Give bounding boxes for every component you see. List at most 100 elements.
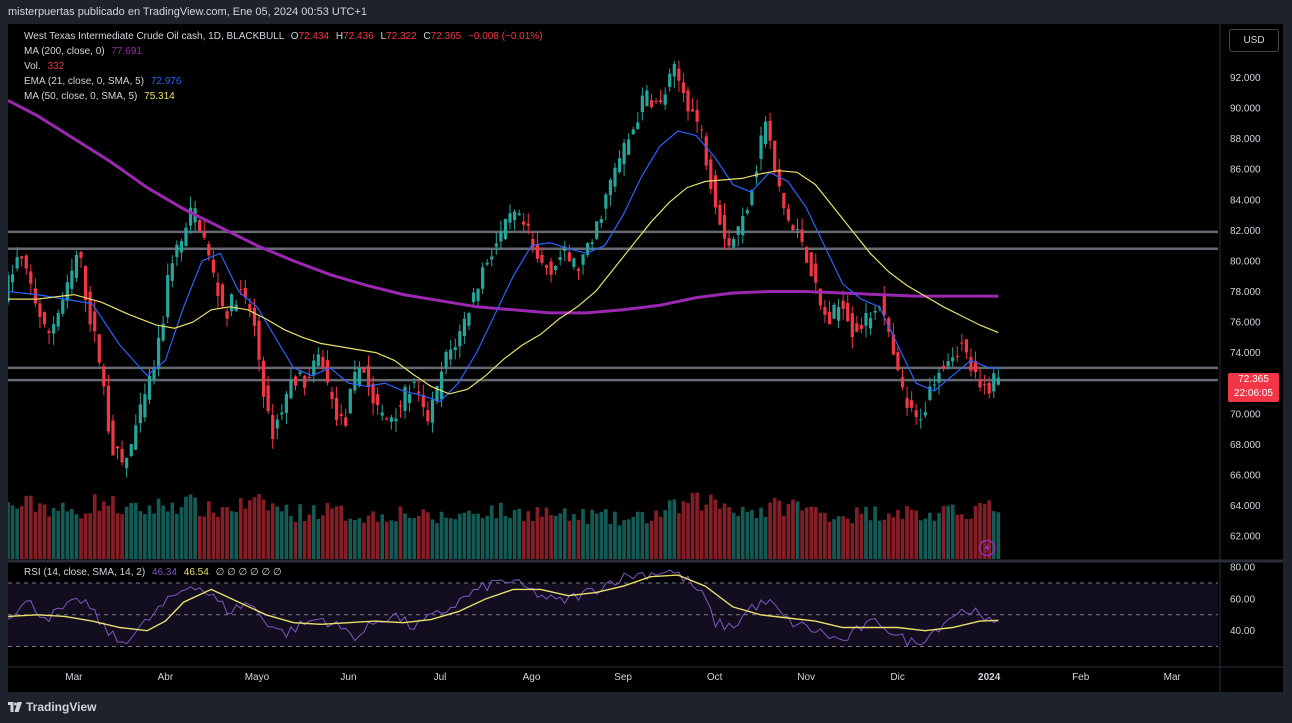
candle-body	[476, 288, 480, 301]
volume-bar	[348, 518, 353, 559]
volume-bar	[813, 507, 818, 559]
volume-bar	[973, 505, 978, 559]
ma-line-2	[8, 170, 999, 395]
volume-bar	[526, 511, 531, 559]
candle-body	[727, 238, 731, 246]
ema21-value: 72.976	[150, 76, 182, 87]
volume-bar	[791, 499, 795, 559]
price-chart[interactable]: 94.00092.00090.00088.00086.00084.00082.0…	[8, 24, 1283, 692]
volume-bar	[836, 516, 841, 559]
volume-bar	[353, 520, 357, 559]
time-tick-label: Feb	[1072, 672, 1090, 683]
volume-bar	[708, 494, 713, 559]
volume-bar	[19, 506, 24, 559]
candle-body	[540, 254, 544, 263]
volume-bar	[855, 507, 859, 559]
candle-body	[654, 101, 658, 103]
volume-bar	[357, 518, 362, 559]
tradingview-brand[interactable]: TradingView	[8, 700, 96, 714]
volume-bar	[850, 523, 855, 559]
candle-body	[891, 334, 895, 355]
volume-bar	[681, 501, 686, 559]
volume-bar	[722, 503, 727, 559]
candle-body	[458, 331, 462, 347]
price-tick-label: 90.000	[1230, 104, 1261, 115]
volume-bar	[216, 516, 220, 559]
volume-bar	[508, 517, 512, 559]
candle-body	[627, 139, 631, 155]
candle-body	[471, 292, 476, 303]
volume-bar	[394, 521, 398, 559]
volume-bar	[430, 519, 435, 559]
volume-bar	[476, 513, 480, 559]
legend-ma200[interactable]: MA (200, close, 0) 77.691	[24, 46, 142, 57]
time-tick-label: Mar	[65, 672, 83, 683]
candle-body	[230, 294, 234, 312]
candle-body	[823, 307, 827, 315]
time-tick-label: Dic	[890, 672, 904, 683]
volume-bar	[435, 523, 439, 559]
candle-body	[636, 122, 640, 130]
rsi-extra-values: ∅ ∅ ∅ ∅ ∅ ∅	[215, 567, 282, 578]
candle-body	[923, 412, 927, 416]
lightning-icon[interactable]	[978, 539, 996, 557]
volume-bar	[882, 519, 887, 559]
volume-bar	[188, 494, 193, 559]
candle-body	[494, 243, 498, 247]
candle-body	[763, 121, 768, 145]
price-tick-label: 82.000	[1230, 226, 1261, 237]
candle-body	[65, 282, 69, 301]
volume-bar	[467, 510, 471, 559]
legend-main[interactable]: West Texas Intermediate Crude Oil cash, …	[24, 31, 543, 42]
candle-body	[499, 231, 503, 242]
candle-body	[166, 275, 170, 318]
candle-body	[768, 120, 772, 141]
volume-bar	[768, 502, 772, 559]
legend-volume[interactable]: Vol. 332	[24, 61, 64, 72]
legend-ema21[interactable]: EMA (21, close, 0, SMA, 5) 72.976	[24, 76, 181, 87]
candle-body	[645, 90, 649, 107]
volume-bar	[750, 509, 754, 559]
candle-body	[61, 299, 65, 314]
candle-body	[74, 254, 79, 278]
volume-bar	[15, 508, 19, 559]
volume-label: Vol.	[24, 61, 41, 72]
volume-bar	[307, 514, 312, 559]
currency-button[interactable]: USD	[1229, 29, 1279, 52]
rsi-label: RSI (14, close, SMA, 14, 2)	[24, 567, 146, 578]
volume-bar	[695, 492, 699, 559]
candle-body	[695, 109, 699, 122]
volume-bar	[398, 506, 403, 559]
volume-bar	[978, 502, 982, 559]
volume-bar	[777, 500, 782, 559]
volume-bar	[759, 507, 763, 559]
chart-frame[interactable]: 94.00092.00090.00088.00086.00084.00082.0…	[8, 24, 1283, 692]
candle-body	[759, 135, 763, 159]
candle-body	[741, 215, 745, 236]
candle-body	[198, 220, 202, 232]
candle-body	[631, 129, 635, 135]
volume-bar	[950, 504, 955, 559]
rsi-tick-label: 60.00	[1230, 594, 1255, 605]
candle-body	[435, 386, 439, 402]
candle-body	[421, 394, 425, 408]
candle-body	[659, 100, 663, 103]
rsi-pane-background	[8, 583, 1218, 647]
volume-bar	[42, 504, 47, 559]
volume-bar	[932, 520, 937, 559]
candle-body	[773, 140, 777, 172]
candle-body	[572, 258, 576, 267]
volume-bar	[572, 513, 576, 559]
volume-bar	[88, 513, 92, 559]
candle-body	[549, 261, 553, 275]
time-axis[interactable]: Mar Abr Mayo Jun Jul Ago Sep Oct Nov Dic 2024 Feb Ma…	[65, 672, 1181, 683]
volume-bar	[111, 495, 115, 559]
volume-bar	[567, 520, 572, 559]
volume-bar	[238, 498, 243, 559]
volume-bar	[311, 505, 316, 559]
volume-bar	[457, 513, 462, 559]
candle-body	[604, 194, 608, 209]
legend-rsi[interactable]: RSI (14, close, SMA, 14, 2) 46.34 46.54 …	[24, 567, 282, 578]
legend-ma50[interactable]: MA (50, close, 0, SMA, 5) 75.314	[24, 91, 175, 102]
volume-bar	[448, 518, 453, 559]
